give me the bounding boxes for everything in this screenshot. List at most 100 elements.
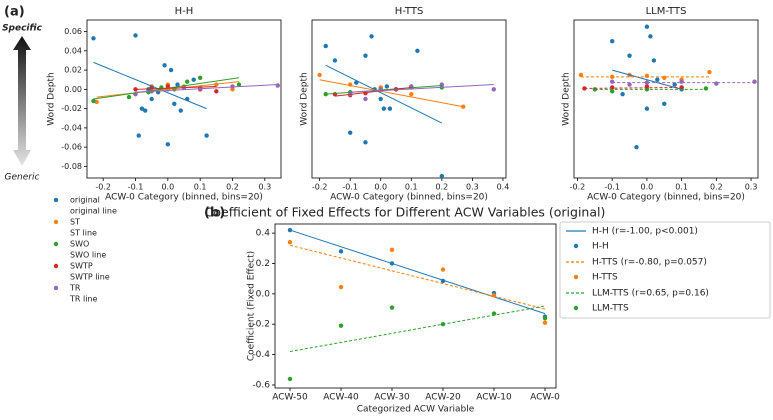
- legend-label: ST: [70, 218, 80, 227]
- scatter-point: [655, 77, 660, 82]
- legend-frame: [559, 221, 771, 319]
- x-tick-label: -0.1: [604, 183, 620, 192]
- scatter-point: [185, 79, 190, 84]
- legend-label: ST line: [70, 229, 97, 238]
- x-tick-label: 0.3: [258, 183, 271, 192]
- y-tick-label: 0.2: [256, 259, 270, 269]
- y-axis-label: Word Depth: [300, 72, 310, 125]
- scatter-point: [143, 108, 148, 113]
- legend-label: H-H: [592, 242, 609, 252]
- fit-line: [96, 81, 240, 98]
- axes-frame: [274, 223, 557, 389]
- scatter-point: [363, 96, 368, 102]
- scatter-point: [491, 87, 496, 92]
- fit-line: [289, 305, 546, 353]
- scatter-point: [363, 140, 368, 145]
- x-tick-label: -0.1: [342, 183, 358, 192]
- specific-label: Specific: [2, 24, 43, 34]
- fit-line: [584, 86, 682, 89]
- scatter-point: [461, 104, 466, 109]
- x-tick-label: 0.2: [435, 183, 448, 192]
- scatter-point: [214, 89, 219, 94]
- scatter-point: [644, 73, 650, 79]
- legend-label: LLM-TTS: [592, 304, 629, 314]
- x-axis-label: ACW-0 Category (binned, bins=20): [587, 193, 745, 203]
- x-tick-label: 0.3: [745, 183, 758, 192]
- legend-label: TR: [69, 284, 81, 293]
- fit-line: [93, 61, 207, 110]
- scatter-point: [644, 106, 650, 111]
- data-point: [542, 320, 548, 325]
- data-point: [542, 315, 548, 321]
- legend-label: SWO line: [70, 251, 106, 260]
- legend-marker: [573, 274, 579, 280]
- scatter-point: [165, 142, 171, 147]
- x-tick-label: 0.1: [405, 183, 418, 192]
- legend-marker: [573, 305, 579, 311]
- scatter-point: [381, 106, 386, 111]
- y-axis-label: Word Depth: [562, 72, 572, 125]
- data-point: [389, 305, 395, 310]
- scatter-point: [415, 48, 420, 54]
- x-tick-label: ACW-30: [374, 393, 410, 403]
- scatter-point: [409, 91, 414, 97]
- legend-label: H-TTS: [592, 273, 618, 283]
- fit-line: [289, 244, 546, 310]
- x-tick-label: 0.2: [226, 183, 239, 192]
- data-point: [338, 284, 344, 290]
- data-point: [389, 247, 395, 253]
- scatter-point: [347, 130, 353, 135]
- scatter-point: [275, 83, 280, 88]
- scatter-point: [609, 79, 615, 84]
- y-tick-label: 0.0: [256, 289, 271, 299]
- scatter-point: [707, 69, 712, 75]
- scatter-point: [136, 133, 141, 138]
- legend-marker: [53, 241, 59, 247]
- scatter-point: [317, 72, 322, 78]
- x-axis-label: Categorized ACW Variable: [357, 405, 475, 415]
- scatter-point: [332, 58, 338, 63]
- legend-label: H-TTS (r=-0.80, p=0.057): [592, 258, 707, 268]
- x-tick-label: 0.4: [497, 183, 510, 192]
- scatter-point: [126, 94, 132, 100]
- y-tick-label: 0.00: [64, 85, 82, 94]
- scatter-point: [609, 89, 615, 94]
- chart-title: Coefficient of Fixed Effects for Differe…: [205, 205, 606, 220]
- axes-frame: [311, 19, 507, 179]
- legend-label: SWO: [70, 240, 89, 249]
- x-tick-label: ACW-40: [323, 393, 359, 403]
- x-tick-label: 0.1: [194, 183, 207, 192]
- legend-marker: [573, 243, 579, 249]
- x-tick-label: 0.1: [675, 183, 688, 192]
- scatter-point: [609, 38, 615, 44]
- scatter-point: [651, 58, 657, 63]
- generic-label: Generic: [5, 173, 40, 183]
- fit-line: [135, 84, 278, 93]
- y-tick-label: -0.08: [61, 162, 82, 171]
- legend-marker: [53, 197, 59, 203]
- y-tick-label: 0.02: [64, 66, 82, 75]
- scatter-point: [178, 108, 183, 113]
- y-tick-label: -0.02: [61, 104, 82, 113]
- legend-marker: [53, 219, 59, 225]
- data-point: [440, 278, 446, 284]
- x-tick-label: ACW-50: [272, 393, 308, 403]
- axes-frame: [86, 19, 282, 179]
- y-tick-label: -0.06: [61, 143, 82, 152]
- legend-label: H-H (r=-1.00, p<0.001): [592, 227, 698, 237]
- scatter-point: [439, 173, 445, 179]
- legend-marker: [53, 263, 59, 269]
- scatter-point: [133, 33, 138, 38]
- scatter-point: [162, 63, 167, 68]
- scatter-point: [363, 53, 368, 58]
- legend-label: original line: [70, 207, 117, 216]
- fit-line: [612, 69, 682, 90]
- x-tick-label: ACW-10: [476, 393, 512, 403]
- data-point: [440, 267, 446, 272]
- scatter-point: [387, 106, 393, 111]
- data-point: [440, 322, 446, 327]
- scatter-point: [149, 96, 154, 102]
- scatter-point: [644, 80, 650, 85]
- x-tick-label: -0.1: [128, 183, 144, 192]
- scatter-point: [627, 53, 632, 58]
